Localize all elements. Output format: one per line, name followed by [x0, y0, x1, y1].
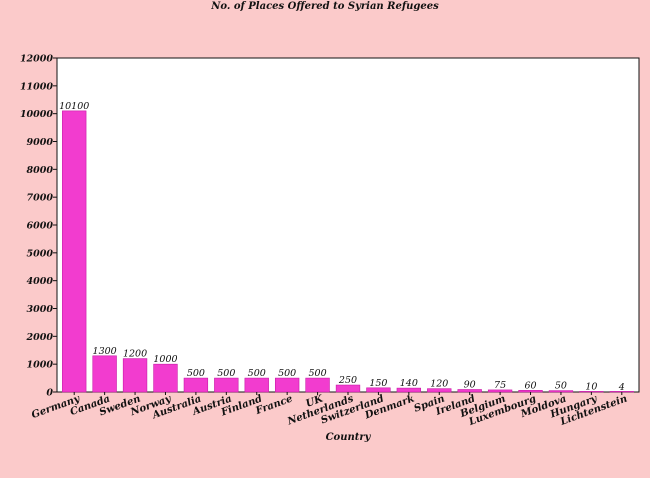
- x-axis-title: Country: [326, 432, 372, 443]
- bar-germany: [62, 110, 87, 393]
- y-tick-label: 3000: [27, 304, 54, 315]
- data-label: 150: [369, 378, 387, 389]
- y-tick-label: 0: [46, 388, 53, 399]
- data-label: 10: [585, 382, 597, 393]
- y-tick-label: 11000: [20, 81, 53, 92]
- y-tick-label: 5000: [27, 248, 54, 259]
- data-label: 75: [494, 380, 506, 391]
- bars: [62, 110, 634, 393]
- data-label: 10100: [59, 101, 89, 112]
- data-label: 60: [524, 380, 536, 391]
- bar-australia: [183, 377, 209, 393]
- y-tick-label: 9000: [27, 137, 54, 148]
- bar-sweden: [122, 358, 148, 393]
- bar-austria: [214, 377, 239, 393]
- bar-france: [274, 377, 300, 393]
- y-tick-label: 12000: [20, 54, 53, 65]
- y-tick-label: 7000: [27, 193, 54, 204]
- bar-canada: [92, 355, 117, 393]
- y-tick-label: 6000: [27, 221, 54, 232]
- x-axis: GermanyCanadaSwedenNorwayAustraliaAustri…: [30, 392, 629, 428]
- chart-title: No. of Places Offered to Syrian Refugees: [210, 1, 439, 12]
- data-label: 140: [400, 378, 418, 389]
- y-tick-label: 8000: [27, 165, 54, 176]
- bar-finland: [244, 377, 269, 393]
- bar-netherlands: [335, 384, 361, 393]
- data-label: 1200: [123, 349, 147, 360]
- data-label: 120: [430, 379, 448, 390]
- data-label: 1000: [153, 354, 177, 365]
- bar-norway: [153, 363, 178, 393]
- y-axis: 0 1000 2000 3000 4000 5000 6000 7000 8000 9000 100…: [20, 54, 57, 399]
- y-tick-label: 2000: [26, 332, 54, 343]
- y-tick-label: 4000: [27, 276, 54, 287]
- data-label: 1300: [93, 346, 117, 357]
- data-label: 500: [217, 368, 235, 379]
- data-label: 500: [309, 368, 327, 379]
- data-label: 250: [338, 375, 357, 386]
- bar-uk: [305, 377, 330, 393]
- y-tick-label: 10000: [20, 109, 53, 120]
- data-label: 500: [248, 368, 266, 379]
- data-label: 50: [555, 381, 567, 392]
- y-tick-label: 1000: [27, 360, 54, 371]
- data-label: 500: [278, 368, 296, 379]
- data-label: 500: [187, 368, 205, 379]
- plot-area: [56, 57, 640, 393]
- data-labels: 10100 1300 1200 1000 500 500 500 500 500 250 150 14…: [59, 101, 625, 393]
- data-label: 90: [464, 379, 476, 390]
- data-label: 4: [618, 382, 625, 393]
